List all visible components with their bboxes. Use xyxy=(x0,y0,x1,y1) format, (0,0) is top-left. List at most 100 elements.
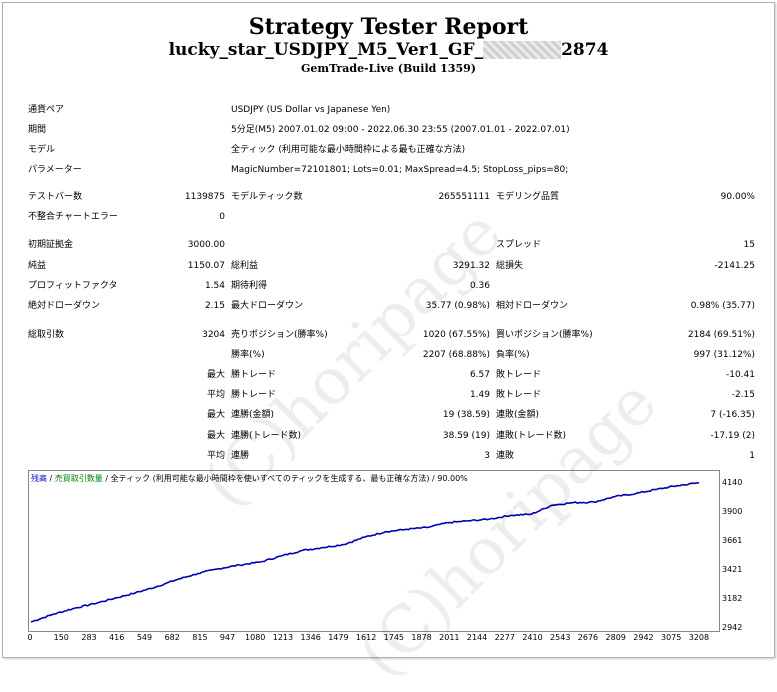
consec-win-trades-value: 38.59 (19) xyxy=(442,431,490,441)
grossloss-value: -2141.25 xyxy=(714,261,755,271)
x-tick-label: 1346 xyxy=(300,633,321,642)
max-win-label: 勝トレード xyxy=(231,370,277,380)
avg-consec-win-value: 3 xyxy=(484,451,490,461)
trades-value: 3204 xyxy=(202,330,225,340)
lossrate-label: 負率(%) xyxy=(496,350,530,360)
params-label: パラメーター xyxy=(28,165,82,175)
maxdd-value: 35.77 (0.98%) xyxy=(425,301,490,311)
consec-win-money-value: 19 (38.59) xyxy=(442,410,490,420)
x-tick-label: 2543 xyxy=(550,633,571,642)
avg-label-1: 平均 xyxy=(206,390,225,400)
server-name: GemTrade-Live (Build 1359) xyxy=(301,62,476,75)
x-tick-label: 2011 xyxy=(439,633,460,642)
max-label-1: 最大 xyxy=(206,370,225,380)
winrate-value: 2207 (68.88%) xyxy=(422,350,490,360)
netprofit-label: 純益 xyxy=(28,261,47,271)
x-tick-label: 0 xyxy=(27,633,33,642)
period-label: 期間 xyxy=(28,125,47,135)
legend-volume: 売買取引数量 xyxy=(54,474,103,483)
x-tick-label: 1080 xyxy=(245,633,266,642)
deposit-label: 初期証拠金 xyxy=(28,240,74,250)
x-tick-label: 682 xyxy=(164,633,180,642)
x-tick-label: 150 xyxy=(53,633,69,642)
x-tick-label: 3075 xyxy=(660,633,682,642)
x-tick-label: 2942 xyxy=(633,633,654,642)
long-label: 買いポジション(勝率%) xyxy=(496,330,593,340)
mismatch-value: 0 xyxy=(219,212,225,222)
x-tick-label: 3208 xyxy=(688,633,710,642)
x-tick-label: 2809 xyxy=(605,633,626,642)
redacted-block xyxy=(483,41,562,59)
reldd-label: 相対ドローダウン xyxy=(496,301,569,311)
report-frame xyxy=(2,2,775,658)
expected-value: 0.36 xyxy=(469,281,490,291)
x-tick-label: 947 xyxy=(219,633,236,642)
chart-header: 残高 / 売買取引数量 / 全ティック (利用可能な最小時間枠を使いすべてのティ… xyxy=(31,473,468,484)
pf-label: プロフィットファクタ xyxy=(28,281,118,291)
model-value: 全ティック (利用可能な最小時間枠による最も正確な方法) xyxy=(231,145,466,155)
x-tick-label: 1612 xyxy=(355,633,377,642)
avg-win-value: 1.49 xyxy=(469,390,490,400)
x-tick-label: 2410 xyxy=(522,633,543,642)
pf-value: 1.54 xyxy=(204,281,225,291)
avg-label-2: 平均 xyxy=(206,451,225,461)
x-tick-label: 549 xyxy=(136,633,153,642)
x-tick-label: 283 xyxy=(81,633,97,642)
y-tick-label: 3182 xyxy=(722,593,743,603)
avg-consec-win-label: 連勝 xyxy=(231,451,250,461)
ticks-value: 265551111 xyxy=(438,192,490,202)
balance-line xyxy=(30,481,700,623)
ea-name-suffix: 2874 xyxy=(561,40,609,60)
avg-loss-value: -2.15 xyxy=(731,390,755,400)
absdd-label: 絶対ドローダウン xyxy=(28,301,101,311)
y-tick-label: 4140 xyxy=(722,477,743,487)
lossrate-value: 997 (31.12%) xyxy=(693,350,755,360)
consec-loss-trades-value: -17.19 (2) xyxy=(710,431,755,441)
y-tick-label: 2942 xyxy=(722,623,743,632)
legend-balance: 残高 xyxy=(31,474,47,483)
deposit-value: 3000.00 xyxy=(187,240,225,250)
consec-win-trades-label: 連勝(トレード数) xyxy=(231,431,302,441)
avg-consec-loss-value: 1 xyxy=(749,451,755,461)
x-tick-label: 2676 xyxy=(577,633,599,642)
chart-plot xyxy=(30,481,700,623)
period-value: 5分足(M5) 2007.01.02 09:00 - 2022.06.30 23… xyxy=(231,125,570,135)
short-value: 1020 (67.55%) xyxy=(422,330,490,340)
grossprofit-label: 総利益 xyxy=(231,261,259,271)
maxdd-label: 最大ドローダウン xyxy=(231,301,304,311)
avg-loss-label: 敗トレード xyxy=(496,390,542,400)
grossloss-label: 総損失 xyxy=(496,261,524,271)
y-tick-label: 3421 xyxy=(722,564,743,574)
grossprofit-value: 3291.32 xyxy=(452,261,490,271)
symbol-value: USDJPY (US Dollar vs Japanese Yen) xyxy=(231,105,391,115)
consec-loss-money-value: 7 (-16.35) xyxy=(710,410,755,420)
avg-win-label: 勝トレード xyxy=(231,390,277,400)
legend-sep: / xyxy=(47,474,55,483)
params-value: MagicNumber=72101801; Lots=0.01; MaxSpre… xyxy=(231,165,569,175)
x-tick-label: 1213 xyxy=(272,633,294,642)
ea-name-prefix: lucky_star_USDJPY_M5_Ver1_GF_ xyxy=(168,40,484,60)
max-loss-value: -10.41 xyxy=(725,370,755,380)
max-loss-label: 敗トレード xyxy=(496,370,542,380)
balance-chart: 残高 / 売買取引数量 / 全ティック (利用可能な最小時間枠を使いすべてのティ… xyxy=(28,470,720,632)
max-win-value: 6.57 xyxy=(469,370,490,380)
consec-loss-money-label: 連敗(金額) xyxy=(496,410,540,420)
spread-label: スプレッド xyxy=(496,240,542,250)
quality-value: 90.00% xyxy=(720,192,755,202)
y-tick-label: 3900 xyxy=(722,506,743,516)
expected-label: 期待利得 xyxy=(231,281,268,291)
consec-loss-trades-label: 連敗(トレード数) xyxy=(496,431,567,441)
x-tick-label: 1479 xyxy=(328,633,349,642)
spread-value: 15 xyxy=(743,240,755,250)
symbol-label: 通貨ペア xyxy=(28,105,65,115)
winrate-label: 勝率(%) xyxy=(231,350,265,360)
max-label-3: 最大 xyxy=(206,431,225,441)
mismatch-label: 不整合チャートエラー xyxy=(28,212,118,222)
legend-rest: / 全ティック (利用可能な最小時間枠を使いすべてのティックを生成する、最も正確… xyxy=(102,474,468,483)
report-title: Strategy Tester Report xyxy=(248,14,529,40)
absdd-value: 2.15 xyxy=(204,301,225,311)
consec-win-money-label: 連勝(金額) xyxy=(231,410,275,420)
y-tick-label: 3661 xyxy=(722,535,743,545)
x-tick-label: 2277 xyxy=(494,633,515,642)
netprofit-value: 1150.07 xyxy=(187,261,225,271)
